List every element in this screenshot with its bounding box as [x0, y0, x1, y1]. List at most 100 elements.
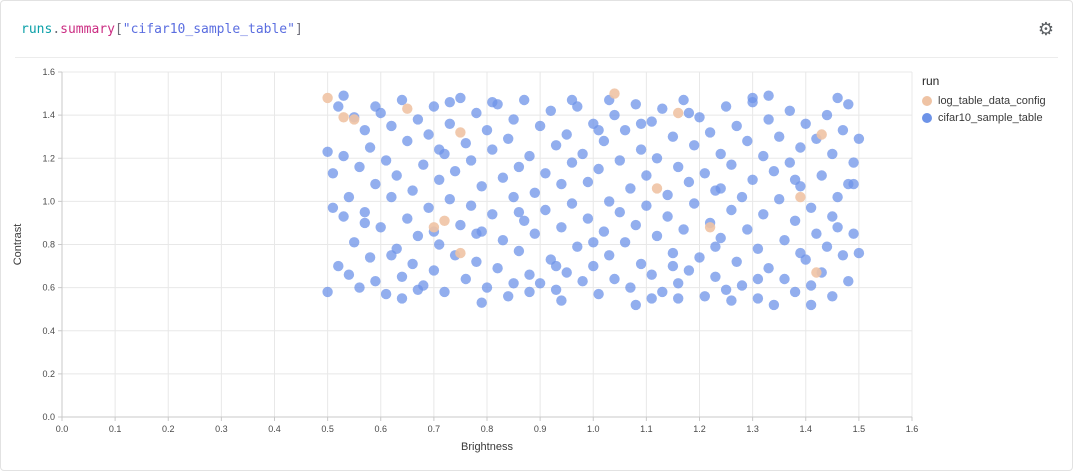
- data-point: [789, 174, 801, 185]
- data-point: [582, 176, 594, 188]
- data-point: [428, 265, 440, 276]
- title-token: .: [52, 21, 61, 37]
- data-point: [710, 271, 721, 282]
- data-point: [471, 107, 482, 119]
- data-point: [768, 166, 780, 177]
- data-point: [529, 187, 540, 198]
- data-point: [407, 258, 418, 270]
- data-point: [364, 142, 376, 153]
- data-point: [641, 200, 652, 211]
- data-point: [853, 247, 865, 259]
- svg-text:0.4: 0.4: [42, 326, 55, 336]
- svg-text:0.1: 0.1: [109, 424, 122, 434]
- data-point: [333, 101, 344, 112]
- data-point: [460, 138, 471, 149]
- data-point: [375, 222, 386, 233]
- data-point: [625, 183, 636, 194]
- data-point: [487, 144, 498, 155]
- legend-item-log-table-data-config[interactable]: log_table_data_config: [922, 95, 1046, 107]
- data-point: [476, 297, 487, 308]
- data-point: [731, 120, 742, 132]
- legend-item-cifar10-sample-table[interactable]: cifar10_sample_table: [922, 112, 1046, 124]
- data-point: [635, 144, 647, 155]
- data-point: [704, 222, 716, 233]
- data-point: [556, 222, 567, 233]
- data-point: [604, 250, 615, 261]
- data-point: [524, 269, 535, 280]
- data-point: [694, 112, 705, 123]
- data-point: [779, 273, 790, 285]
- data-point: [370, 178, 381, 190]
- data-point: [625, 282, 636, 293]
- data-point: [412, 114, 424, 125]
- data-point: [736, 280, 748, 291]
- data-point: [556, 178, 567, 190]
- data-point: [550, 140, 562, 151]
- data-point: [449, 166, 461, 177]
- data-point: [588, 237, 599, 248]
- data-point: [407, 185, 418, 196]
- data-point: [455, 92, 466, 104]
- data-point: [848, 228, 859, 239]
- data-point: [513, 161, 525, 173]
- data-point: [805, 202, 817, 213]
- data-point: [689, 140, 700, 151]
- gear-icon[interactable]: ⚙: [1037, 19, 1054, 39]
- data-point: [359, 207, 370, 218]
- svg-text:1.2: 1.2: [693, 424, 706, 434]
- scatter-chart[interactable]: 0.0 0.1 0.2 0.3 0.4 0.5 0.6 0.7 0.8 0.9 1.0 1.1 1.2 1…: [7, 64, 922, 464]
- data-point: [322, 146, 333, 157]
- data-point: [763, 114, 774, 125]
- data-point: [455, 219, 466, 231]
- data-point: [322, 92, 333, 104]
- data-point: [349, 114, 360, 125]
- divider: [15, 57, 1058, 58]
- data-point: [423, 202, 434, 213]
- data-point: [763, 263, 774, 274]
- data-point: [540, 168, 551, 179]
- data-point: [683, 176, 695, 188]
- data-point: [800, 118, 811, 129]
- data-point: [582, 213, 594, 224]
- svg-text:0.9: 0.9: [534, 424, 547, 434]
- data-point: [720, 101, 732, 112]
- data-point: [402, 135, 413, 147]
- data-point: [349, 237, 360, 248]
- data-point: [593, 163, 604, 175]
- data-point: [593, 288, 604, 300]
- data-point: [821, 109, 833, 121]
- data-point: [811, 267, 822, 278]
- data-point: [503, 133, 514, 144]
- data-point: [710, 241, 721, 252]
- data-point: [471, 256, 482, 267]
- data-point: [646, 269, 657, 280]
- data-point: [848, 157, 859, 168]
- svg-text:0.0: 0.0: [42, 412, 55, 422]
- data-point: [412, 284, 424, 295]
- data-point: [667, 247, 679, 259]
- data-point: [322, 286, 333, 298]
- data-point: [752, 293, 764, 304]
- data-point: [715, 232, 726, 244]
- data-point: [556, 295, 567, 306]
- data-point: [508, 278, 519, 289]
- data-point: [683, 107, 695, 119]
- chart-area: 0.0 0.1 0.2 0.3 0.4 0.5 0.6 0.7 0.8 0.9 1.0 1.1 1.2 1…: [1, 58, 1072, 464]
- data-point: [683, 265, 695, 276]
- data-point: [673, 293, 684, 304]
- data-point: [704, 127, 716, 138]
- data-point: [497, 235, 509, 246]
- data-point: [465, 200, 477, 211]
- data-point: [444, 97, 455, 108]
- data-point: [465, 155, 477, 166]
- data-point: [784, 105, 795, 116]
- data-point: [503, 291, 514, 302]
- title-token: ]: [294, 21, 303, 37]
- data-point: [667, 131, 679, 142]
- svg-text:0.6: 0.6: [374, 424, 387, 434]
- svg-text:0.3: 0.3: [215, 424, 228, 434]
- data-point: [779, 235, 790, 246]
- data-point: [774, 131, 785, 142]
- svg-text:0.0: 0.0: [56, 424, 69, 434]
- data-point: [439, 286, 450, 298]
